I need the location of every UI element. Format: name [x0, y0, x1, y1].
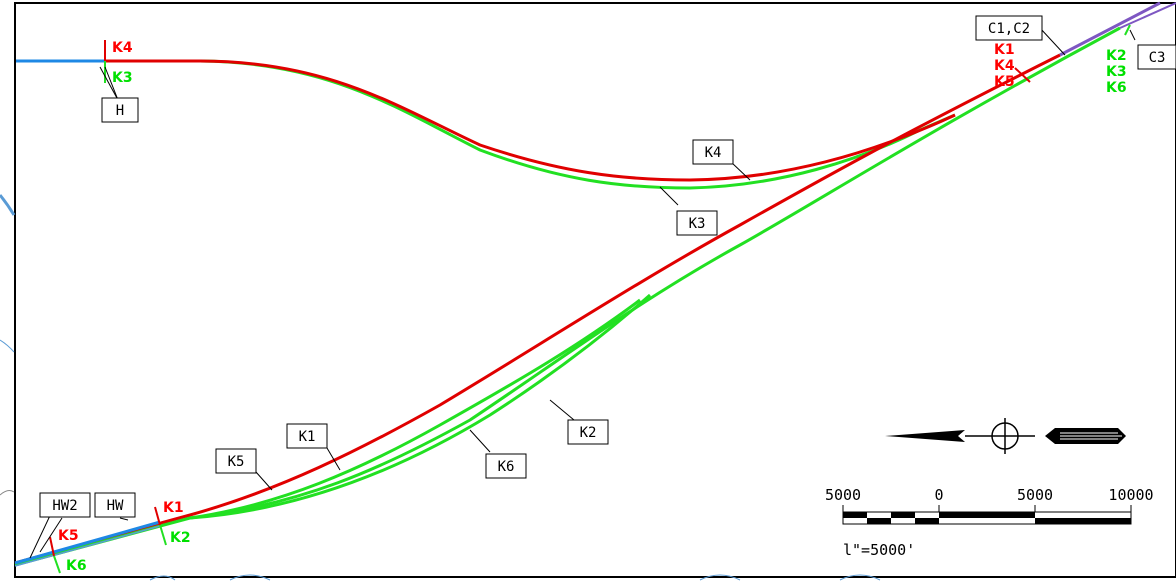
callout-h: H — [101, 97, 139, 123]
scale-caption: l"=5000' — [843, 541, 915, 559]
alignment-k6-branch — [189, 293, 651, 520]
alignment-k2-k6 — [14, 26, 1121, 567]
callout-k4-label: K4 — [705, 145, 722, 161]
callout-c1c2-label: C1,C2 — [988, 21, 1030, 37]
callout-k2: K2 — [567, 419, 609, 445]
callout-hw2-label: HW2 — [52, 498, 77, 514]
tick-k-green-right — [1124, 24, 1131, 36]
marker-k1-bottom: K1 — [163, 500, 184, 516]
tick-k5-bottom — [49, 536, 55, 557]
contour-left — [0, 490, 15, 496]
marker-k6-top-right: K6 — [1106, 80, 1127, 96]
callout-k6-label: K6 — [498, 459, 515, 475]
marker-k2-top-right: K2 — [1106, 48, 1127, 64]
marker-k4-top-right: K4 — [994, 58, 1015, 74]
line-hw2-approach — [14, 525, 161, 567]
tick-k-red-right — [1014, 67, 1031, 83]
callout-k5: K5 — [215, 448, 257, 474]
callout-c1c2: C1,C2 — [975, 15, 1043, 41]
marker-k1-top-right: K1 — [994, 42, 1015, 58]
alignment-k1-k5 — [14, 53, 1061, 565]
callout-k4-mid: K4 — [692, 139, 734, 165]
line-c1-c2 — [1059, 1, 1161, 57]
marker-k2-bottom: K2 — [170, 530, 191, 546]
scale-label-5000-right: 5000 — [1017, 486, 1053, 504]
callout-hw2: HW2 — [39, 492, 91, 518]
line-c3 — [1119, 2, 1176, 29]
marker-k4-top-left: K4 — [112, 40, 133, 56]
scale-label-5000-left: 5000 — [825, 486, 861, 504]
callout-hw-label: HW — [107, 498, 124, 514]
marker-k5-top-right: K5 — [994, 74, 1015, 90]
callout-k2-label: K2 — [580, 425, 597, 441]
alignment-k2-branch — [189, 298, 641, 520]
tick-k2-bottom — [159, 524, 167, 546]
callout-c3-label: C3 — [1149, 50, 1166, 66]
callout-k1-label: K1 — [299, 429, 316, 445]
tick-k6-bottom — [53, 555, 61, 574]
callout-k3-label: K3 — [689, 216, 706, 232]
scale-label-10000: 10000 — [1108, 486, 1153, 504]
callout-h-label: H — [116, 103, 124, 119]
frame-border — [14, 2, 1176, 578]
leader-lines — [29, 27, 1136, 559]
scale-label-0: 0 — [934, 486, 943, 504]
tick-k1-bottom — [154, 506, 161, 526]
callout-hw: HW — [94, 492, 136, 518]
callout-k5-label: K5 — [228, 454, 245, 470]
callout-c3: C3 — [1137, 44, 1176, 70]
callout-k3-mid: K3 — [676, 210, 718, 236]
marker-k3-top-right: K3 — [1106, 64, 1127, 80]
alignment-k3 — [105, 59, 956, 190]
scale-bar: 5000 0 5000 10000 l"=5000' — [825, 486, 1154, 559]
alignment-k4 — [105, 59, 956, 182]
north-arrow-icon — [885, 418, 1126, 454]
water-line-left — [0, 339, 15, 353]
marker-k5-bottom: K5 — [58, 528, 79, 544]
line-hw-approach — [14, 520, 161, 565]
callout-k1: K1 — [286, 423, 328, 449]
marker-k6-bottom: K6 — [66, 558, 87, 574]
water-lines-bottom — [149, 574, 881, 581]
water-feature-left — [0, 194, 16, 216]
marker-k3-top-left: K3 — [112, 70, 133, 86]
callout-k6: K6 — [485, 453, 527, 479]
